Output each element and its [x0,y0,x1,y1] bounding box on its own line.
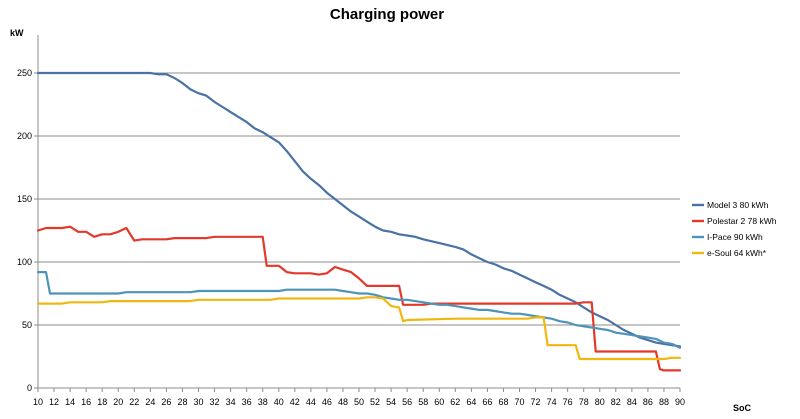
y-axis-label: kW [10,28,24,38]
y-tick-labels: 0 50 100 150 200 250 [17,68,32,393]
x-tick-label: 74 [547,397,557,407]
x-tick-label: 30 [193,397,203,407]
y-tick-label: 250 [17,68,32,78]
x-tick-label: 82 [611,397,621,407]
y-tick-label: 0 [27,383,32,393]
x-tick-label: 54 [386,397,396,407]
x-tick-label: 88 [659,397,669,407]
legend-label: I-Pace 90 kWh [707,232,763,242]
x-tick-label: 16 [81,397,91,407]
x-tick-label: 34 [226,397,236,407]
x-tick-label: 84 [627,397,637,407]
x-tick-label: 68 [498,397,508,407]
x-tick-label: 64 [466,397,476,407]
x-tick-label: 52 [370,397,380,407]
x-tick-label: 26 [161,397,171,407]
x-tick-label: 72 [531,397,541,407]
chart-title: Charging power [330,6,444,23]
y-tick-label: 100 [17,257,32,267]
series-lines [36,71,682,372]
series-line-3 [36,271,682,349]
x-axis-label: SoC [733,403,752,413]
x-tick-label: 24 [145,397,155,407]
series-line-2 [36,225,682,372]
x-tick-label: 56 [402,397,412,407]
x-tick-label: 20 [113,397,123,407]
legend-label: Model 3 80 kWh [707,200,769,210]
x-tick-labels: 10 12 14 16 18 20 22 24 26 28 30 32 34 36 38 40 42 44 46 48… [33,397,685,407]
legend-label: Polestar 2 78 kWh [707,216,777,226]
x-tick-label: 12 [49,397,59,407]
x-tick-label: 28 [177,397,187,407]
x-tick-label: 66 [482,397,492,407]
x-tick-label: 80 [595,397,605,407]
y-tick-label: 200 [17,131,32,141]
x-tick-label: 44 [306,397,316,407]
x-tick-label: 70 [514,397,524,407]
x-tick-label: 14 [65,397,75,407]
x-tick-label: 10 [33,397,43,407]
x-tick-label: 58 [418,397,428,407]
x-tick-label: 36 [242,397,252,407]
x-tick-label: 90 [675,397,685,407]
legend-label: e-Soul 64 kWh* [707,248,767,258]
x-tick-label: 78 [579,397,589,407]
series-line-1 [36,71,682,348]
x-tick-label: 48 [338,397,348,407]
x-tick-label: 38 [258,397,268,407]
legend: Model 3 80 kWh Polestar 2 78 kWh I-Pace 90… [692,200,777,258]
gridlines [34,35,681,392]
x-tick-label: 32 [210,397,220,407]
y-tick-label: 150 [17,194,32,204]
x-tick-label: 46 [322,397,332,407]
x-tick-label: 18 [97,397,107,407]
series-line-4 [36,296,682,361]
x-tick-label: 40 [274,397,284,407]
x-tick-label: 76 [563,397,573,407]
x-tick-label: 62 [450,397,460,407]
x-tick-label: 86 [643,397,653,407]
x-tick-label: 50 [354,397,364,407]
x-tick-label: 42 [290,397,300,407]
x-tick-label: 22 [129,397,139,407]
x-tick-label: 60 [434,397,444,407]
y-tick-label: 50 [22,320,32,330]
